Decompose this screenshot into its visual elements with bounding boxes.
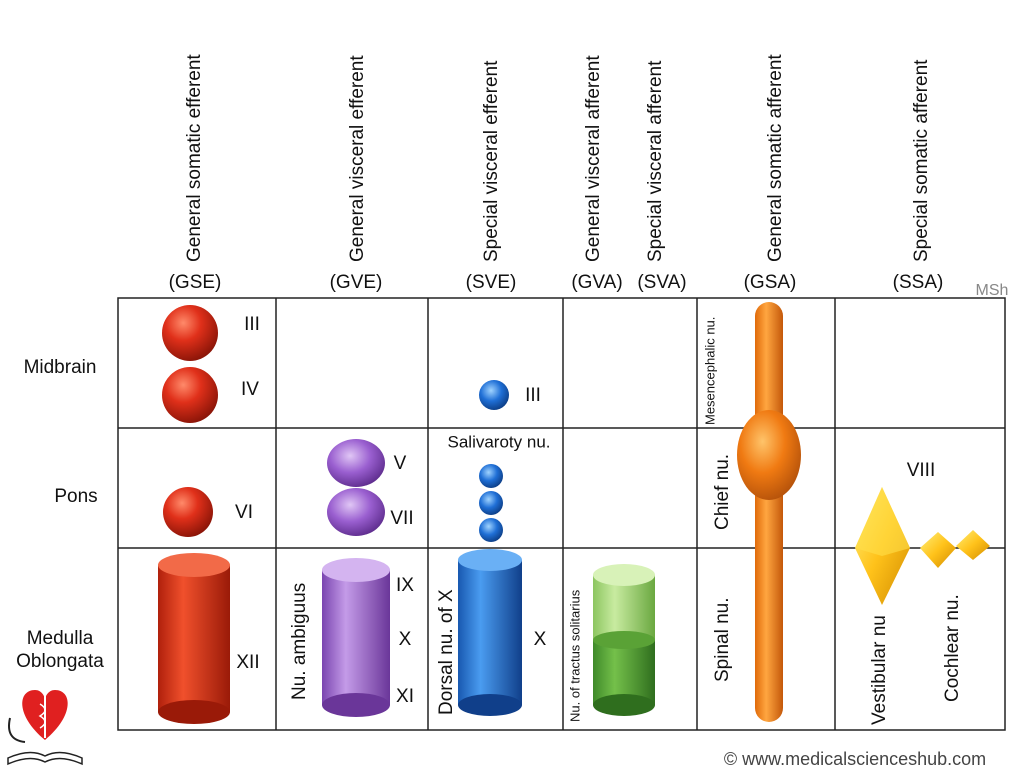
nucleus-name: Chief nu. — [712, 454, 733, 530]
gva-nuclei — [593, 564, 655, 716]
row-label: Pons — [54, 486, 97, 507]
row-label: Midbrain — [24, 357, 97, 378]
column-name: General somatic afferent — [765, 54, 786, 262]
nucleus-name: Spinal nu. — [712, 597, 733, 682]
column-abbr: (GVE) — [330, 272, 383, 293]
column-name: General visceral efferent — [347, 55, 368, 262]
nucleus-label: VI — [235, 502, 253, 523]
nucleus-label: VII — [390, 508, 413, 529]
nucleus-label: IX — [396, 575, 414, 596]
footer: © www.medicalscienceshub.com — [724, 749, 986, 769]
column-abbr: (SVA) — [637, 272, 686, 293]
nucleus-name: Nu. ambiguus — [289, 583, 310, 700]
column-abbr: (SSA) — [893, 272, 944, 293]
nucleus-label: III — [244, 314, 260, 335]
gsa-nucleus — [737, 302, 801, 722]
logo — [7, 690, 83, 766]
column-name: Special somatic afferent — [911, 59, 932, 262]
nucleus-name: Cochlear nu. — [942, 594, 963, 702]
table-grid — [117, 297, 1006, 731]
column-abbr: (GVA) — [571, 272, 622, 293]
row-label: Oblongata — [16, 651, 104, 672]
nucleus-name: Dorsal nu. of X — [436, 589, 457, 715]
nucleus-label: III — [525, 385, 541, 406]
column-abbr: (SVE) — [466, 272, 517, 293]
nucleus-label: X — [399, 629, 412, 650]
sve-nuclei — [458, 380, 522, 716]
nucleus-name: Nu. of tractus solitarius — [567, 589, 582, 722]
column-name: General somatic efferent — [184, 54, 205, 262]
author: MSh — [976, 282, 1009, 299]
nucleus-label: X — [534, 629, 547, 650]
row-label: Medulla — [27, 628, 94, 649]
column-headers: General somatic efferent General viscera… — [169, 54, 1009, 300]
nucleus-name: Mesencephalic nu. — [702, 317, 717, 425]
nucleus-label: V — [394, 453, 407, 474]
column-name: Special visceral afferent — [645, 60, 666, 262]
nucleus-name: Vestibular nu — [869, 615, 890, 725]
nucleus-label: XI — [396, 686, 414, 707]
gse-nuclei — [158, 305, 230, 724]
nucleus-label: VIII — [907, 460, 936, 481]
ssa-nuclei — [855, 487, 990, 605]
column-name: General visceral afferent — [583, 55, 604, 262]
column-abbr: (GSE) — [169, 272, 222, 293]
column-name: Special visceral efferent — [481, 60, 502, 262]
nucleus-label: XII — [236, 652, 259, 673]
nucleus-label: IV — [241, 379, 259, 400]
gve-nuclei — [322, 439, 390, 717]
nucleus-name: Salivaroty nu. — [448, 432, 551, 451]
column-abbr: (GSA) — [744, 272, 797, 293]
